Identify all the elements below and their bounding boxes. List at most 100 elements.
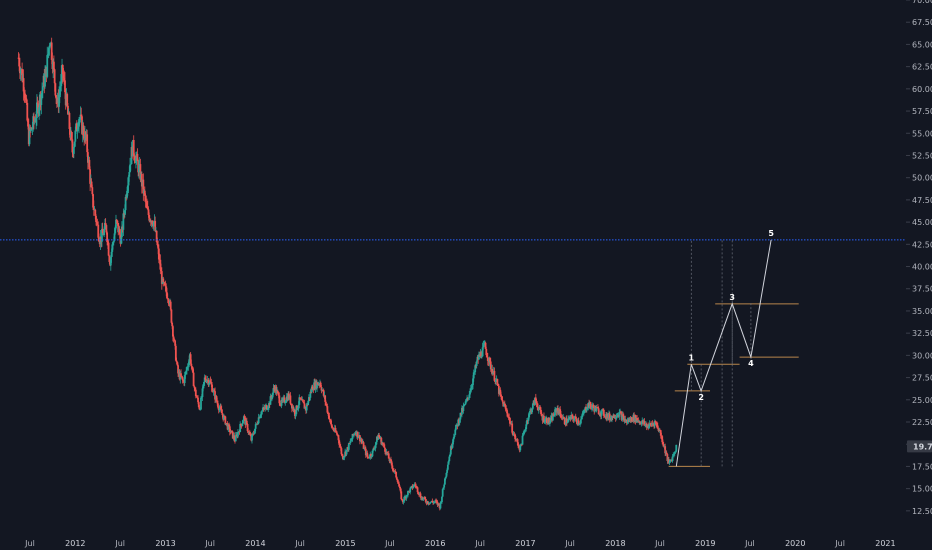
candle-body	[553, 415, 556, 417]
candle-body	[245, 420, 248, 425]
candle-body	[302, 401, 305, 404]
candle-body	[249, 434, 252, 436]
candle-body	[320, 386, 323, 391]
candle-body	[581, 413, 584, 418]
candle-body	[463, 404, 466, 407]
candle-body	[50, 42, 53, 60]
candle-body	[234, 435, 237, 442]
candle-body	[334, 427, 337, 432]
candle-body	[118, 228, 121, 235]
candle-body	[486, 355, 488, 358]
candle-body	[163, 282, 166, 286]
candle-body	[579, 423, 582, 425]
candle-body	[543, 415, 545, 423]
candle-body	[548, 417, 551, 424]
candle-body	[173, 339, 176, 341]
candle-body	[114, 228, 117, 234]
candle-body	[557, 408, 559, 411]
candle-body	[574, 416, 577, 419]
candle-body	[359, 435, 361, 442]
candle-body	[481, 347, 484, 357]
candle-body	[101, 228, 104, 234]
candle-body	[21, 69, 24, 81]
candle-body	[656, 424, 658, 426]
candle-body	[41, 90, 43, 94]
candle-body	[228, 424, 230, 427]
candle-body	[41, 87, 44, 91]
candle-body	[509, 417, 511, 424]
candle-body	[478, 354, 480, 360]
candle-body	[115, 219, 118, 221]
candle-body	[500, 396, 503, 400]
candle-body	[261, 410, 264, 412]
candle-body	[23, 91, 26, 94]
candle-body	[449, 454, 451, 457]
candle-body	[549, 417, 552, 423]
candle-body	[224, 416, 227, 425]
candle-body	[508, 416, 511, 418]
candle-body	[89, 169, 92, 184]
candle-body	[38, 107, 41, 114]
time-tick-label: Jul	[474, 539, 485, 548]
candle-body	[523, 430, 526, 432]
candle-body	[24, 97, 27, 99]
candle-body	[203, 377, 206, 383]
candle-body	[500, 394, 502, 397]
time-tick-label: Jul	[654, 539, 665, 548]
candle-body	[577, 420, 580, 424]
candle-body	[375, 441, 378, 445]
candle-body	[441, 496, 443, 503]
candle-body	[639, 421, 641, 424]
candle-body	[351, 433, 354, 440]
candle-body	[172, 326, 174, 337]
candle-body	[325, 401, 327, 404]
candle-body	[528, 412, 531, 418]
candle-body	[107, 242, 110, 256]
candle-body	[120, 237, 123, 244]
candle-body	[448, 456, 451, 462]
candle-body	[337, 435, 340, 441]
candle-body	[667, 459, 670, 463]
candle-body	[309, 391, 312, 398]
time-axis[interactable]: Jul 2012 Jul 2013 Jul 2014 Jul 2015 Jul 2016 Jul 20…	[24, 539, 895, 548]
candle-body	[662, 444, 665, 447]
price-tick-label: 57.50	[912, 107, 932, 116]
candle-body	[237, 432, 239, 437]
candle-body	[539, 407, 542, 410]
candle-body	[597, 408, 600, 415]
candle-body	[611, 416, 613, 421]
candle-body	[257, 417, 260, 424]
candle-body	[525, 424, 528, 430]
candle-body	[378, 436, 381, 439]
candle-body	[195, 396, 198, 398]
candle-body	[598, 414, 601, 415]
time-tick-label: 2018	[605, 539, 625, 548]
candle-body	[468, 394, 471, 398]
candle-body	[393, 469, 395, 472]
candle-body	[197, 397, 199, 403]
candle-body	[665, 452, 668, 455]
candle-body	[475, 361, 478, 366]
candle-body	[568, 418, 570, 419]
candle-body	[374, 444, 377, 449]
candle-body	[403, 496, 406, 502]
candle-body	[199, 409, 202, 411]
price-tick-label: 45.00	[912, 218, 932, 227]
candle-body	[367, 456, 370, 458]
candle-body	[264, 406, 267, 409]
candle-body	[259, 415, 262, 419]
candle-body	[164, 285, 167, 287]
price-axis[interactable]: 12.5015.0017.5020.0022.5025.0027.5030.00…	[906, 0, 932, 516]
candle-body	[552, 414, 555, 417]
candle-body	[70, 132, 73, 140]
candle-body	[412, 486, 415, 489]
candle-body	[429, 502, 432, 504]
candle-body	[322, 390, 325, 396]
candle-body	[27, 120, 29, 127]
candle-body	[186, 366, 189, 368]
candle-body	[216, 400, 219, 404]
candle-body	[208, 383, 211, 385]
candle-body	[148, 215, 151, 221]
